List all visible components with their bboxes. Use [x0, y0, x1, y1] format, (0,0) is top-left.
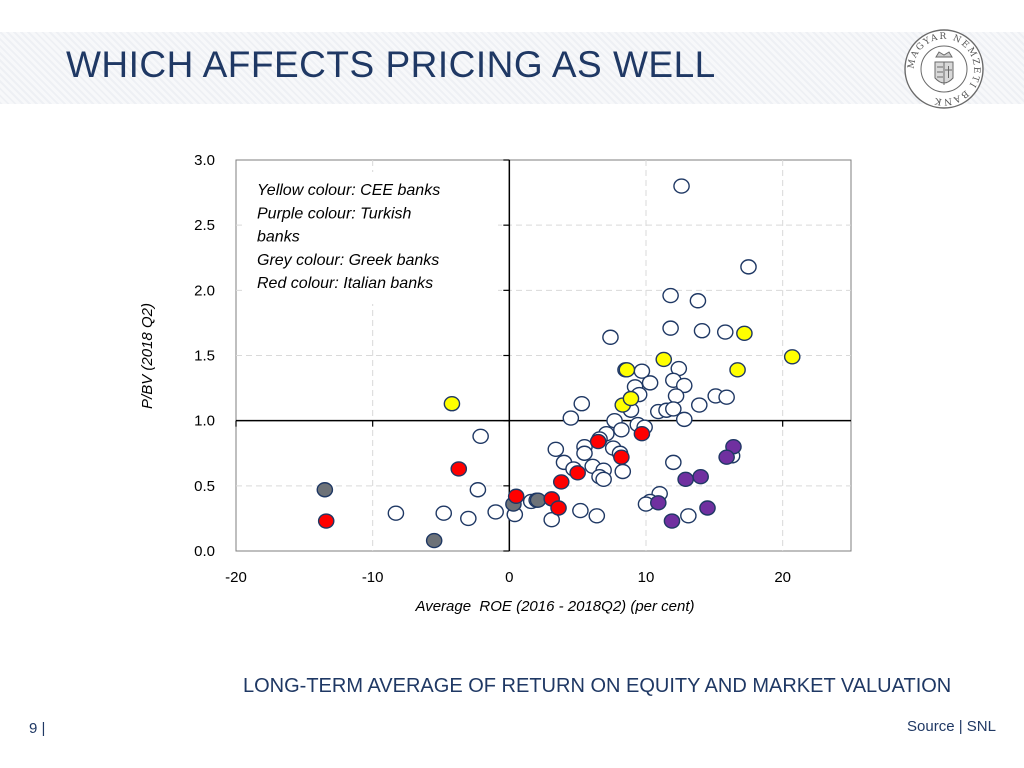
scatter-point: [595, 471, 612, 488]
y-tick-label: 2.5: [194, 217, 215, 234]
legend-background: [244, 172, 498, 304]
x-tick-label: -10: [362, 569, 384, 586]
scatter-point: [655, 351, 673, 368]
scatter-point: [614, 463, 632, 480]
scatter-point: [529, 492, 547, 508]
scatter-point: [740, 259, 757, 275]
legend-entry: banks: [257, 229, 300, 246]
scatter-point: [552, 474, 570, 490]
scatter-point: [613, 449, 630, 465]
scatter-point: [569, 465, 586, 481]
scatter-point: [443, 396, 461, 412]
x-tick-label: 0: [505, 569, 513, 586]
scatter-point: [547, 441, 565, 458]
scatter-point: [573, 396, 591, 412]
scatter-point: [699, 500, 716, 516]
x-axis-label: Average ROE (2016 - 2018Q2) (per cent): [414, 598, 694, 615]
scatter-point: [602, 329, 619, 345]
scatter-point: [487, 504, 504, 520]
scatter-point: [692, 469, 709, 485]
page-number: 9 |: [29, 720, 46, 737]
scatter-point: [613, 422, 630, 438]
scatter-point: [650, 495, 667, 511]
scatter-point: [716, 324, 734, 340]
scatter-point: [675, 377, 693, 394]
scatter-point: [425, 532, 443, 549]
scatter-point: [675, 411, 693, 428]
scatter-point: [550, 500, 567, 516]
axes: 0.0 0.5 1.0 1.5 2.0 2.5 3.0 -20 -10 0 10 20: [194, 152, 791, 586]
page-title: WHICH AFFECTS PRICING AS WELL: [66, 44, 716, 85]
legend-box: Yellow colour: CEE banks Purple colour: T…: [244, 172, 498, 304]
y-tick-label: 0.0: [194, 543, 215, 560]
scatter-point: [472, 428, 489, 445]
scatter-point: [667, 388, 685, 404]
mnb-logo: MAGYAR NEMZETI BANK: [904, 29, 984, 109]
scatter-point: [543, 512, 561, 528]
scatter-point: [589, 433, 607, 450]
header-band: [0, 32, 1024, 104]
scatter-point: [689, 293, 707, 309]
scatter-point: [316, 482, 334, 498]
scatter-point: [680, 508, 697, 524]
scatter-point: [633, 426, 651, 442]
scatter-point: [693, 323, 711, 339]
scatter-point: [460, 510, 477, 527]
y-tick-label: 1.0: [194, 413, 215, 430]
scatter-point: [691, 397, 708, 413]
scatter-point: [677, 471, 694, 488]
legend-entry: Grey colour: Greek banks: [257, 252, 439, 269]
y-tick-label: 1.5: [194, 348, 215, 365]
scatter-point: [387, 505, 405, 521]
legend-entry: Purple colour: Turkish: [257, 205, 412, 222]
y-axis-label: P/BV (2018 Q2): [139, 303, 156, 409]
scatter-point: [673, 178, 690, 194]
data-points: [316, 178, 801, 549]
source-note: Source | SNL: [907, 718, 996, 735]
scatter-point: [469, 482, 487, 498]
y-tick-label: 0.5: [194, 478, 215, 495]
y-tick-label: 3.0: [194, 152, 215, 169]
legend-entry: Yellow colour: CEE banks: [257, 182, 440, 199]
coat-of-arms-icon: [934, 51, 954, 85]
x-tick-label: 20: [774, 569, 791, 586]
scatter-point: [618, 362, 636, 378]
scatter-point: [641, 375, 659, 391]
scatter-point: [783, 349, 801, 365]
scatter-point: [729, 362, 746, 378]
scatter-point: [562, 410, 580, 426]
scatter-point: [588, 508, 606, 524]
scatter-point: [572, 502, 589, 519]
scatter-point: [622, 390, 640, 407]
scatter-point: [736, 325, 753, 342]
x-tick-label: 10: [638, 569, 655, 586]
scatter-point: [662, 320, 679, 336]
legend-entry: Red colour: Italian banks: [257, 275, 433, 292]
scatter-point: [507, 488, 525, 504]
scatter-point: [576, 445, 593, 461]
scatter-point: [665, 454, 682, 471]
scatter-point: [663, 513, 681, 529]
x-tick-label: -20: [225, 569, 247, 586]
scatter-point: [317, 513, 335, 529]
scatter-point: [718, 449, 735, 465]
scatter-point: [665, 401, 682, 417]
y-tick-label: 2.0: [194, 282, 215, 299]
scatter-point: [450, 461, 468, 477]
chart-caption: LONG-TERM AVERAGE OF RETURN ON EQUITY AN…: [243, 675, 952, 697]
scatter-point: [435, 505, 453, 521]
scatter-point: [662, 287, 679, 304]
scatter-point: [718, 389, 735, 405]
